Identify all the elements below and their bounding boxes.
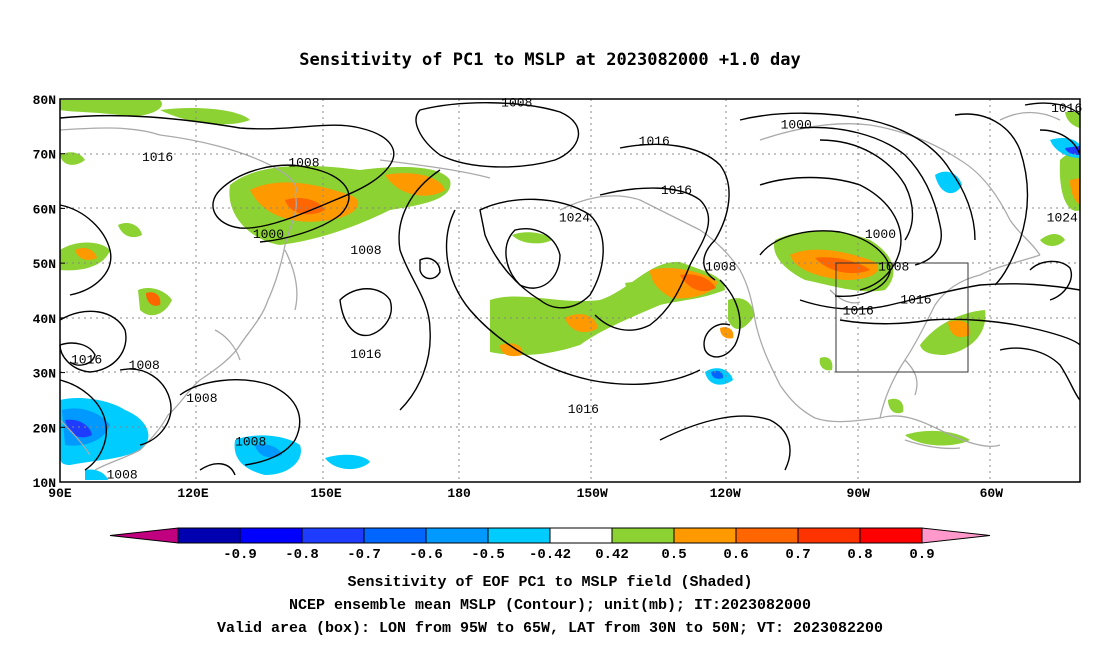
contour-label: 1016: [142, 150, 173, 165]
coastlines: [59, 111, 1061, 471]
colorbar-label: 0.6: [723, 547, 748, 563]
contour-label: 1008: [186, 391, 217, 406]
colorbar-segment: [735, 527, 799, 544]
contour-labels: 1008 1016 1000 1016 1016 1008 1016 1024 1024 1000…: [71, 95, 1082, 483]
lon-tick-label: 150W: [577, 486, 608, 501]
graticule: [60, 99, 1080, 482]
contour-label: 1000: [865, 227, 896, 242]
lon-tick-label: 60W: [980, 486, 1004, 501]
colorbar-label: -0.5: [471, 547, 505, 563]
colorbar: -0.9 -0.8 -0.7 -0.6 -0.5 -0.42 0.42 0.5 0.6 0.7 0.…: [109, 527, 991, 563]
contour-label: 1024: [1047, 210, 1078, 225]
contour-label: 1024: [559, 210, 590, 225]
contour-label: 1008: [288, 156, 319, 171]
longitude-labels: 90E 120E 150E 180 150W 120W 90W 60W: [48, 486, 1003, 501]
contour-label: 1000: [781, 117, 812, 132]
lon-tick-label: 150E: [310, 486, 341, 501]
colorbar-segment: [425, 527, 489, 544]
colorbar-segment: [673, 527, 737, 544]
map-title: Sensitivity of PC1 to MSLP at 2023082000…: [299, 50, 801, 70]
contour-label: 1016: [71, 353, 102, 368]
colorbar-label: 0.7: [785, 547, 810, 563]
colorbar-label: -0.6: [409, 547, 443, 563]
contour-label: 1016: [843, 303, 874, 318]
lat-tick-label: 20N: [33, 421, 56, 436]
lon-tick-label: 120E: [177, 486, 208, 501]
lat-tick-label: 60N: [33, 202, 56, 217]
colorbar-label: -0.9: [223, 547, 257, 563]
contour-label: 1008: [705, 260, 736, 275]
colorbar-label: -0.42: [529, 547, 571, 563]
lon-tick-label: 90W: [847, 486, 871, 501]
colorbar-label: 0.9: [909, 547, 934, 563]
colorbar-segment: [177, 527, 241, 544]
lon-tick-label: 90E: [48, 486, 72, 501]
contour-label: 1016: [568, 402, 599, 417]
map-panel: [59, 98, 1081, 483]
caption-line-1: Sensitivity of EOF PC1 to MSLP field (Sh…: [347, 574, 753, 591]
contour-label: 1008: [129, 358, 160, 373]
contour-label: 1016: [1051, 101, 1082, 116]
valid-area-box: [835, 262, 969, 373]
colorbar-label: 0.8: [847, 547, 872, 563]
contour-label: 1008: [501, 95, 532, 110]
colorbar-segment: [549, 527, 613, 544]
contour-label: 1016: [661, 183, 692, 198]
mslp-contours: [59, 102, 1081, 476]
contour-label: 1000: [253, 227, 284, 242]
colorbar-segment: [239, 527, 303, 544]
lat-tick-label: 70N: [33, 148, 56, 163]
colorbar-segment: [859, 527, 923, 544]
colorbar-segment: [487, 527, 551, 544]
colorbar-high-triangle: [921, 527, 991, 544]
colorbar-low-triangle: [109, 527, 179, 544]
contour-label: 1016: [639, 134, 670, 149]
colorbar-segment: [611, 527, 675, 544]
colorbar-label: 0.5: [661, 547, 686, 563]
lat-tick-label: 10N: [33, 476, 56, 491]
colorbar-label: -0.7: [347, 547, 381, 563]
lat-tick-label: 80N: [33, 93, 56, 108]
colorbar-label: -0.8: [285, 547, 319, 563]
lat-tick-label: 50N: [33, 257, 56, 272]
colorbar-label: 0.42: [595, 547, 629, 563]
colorbar-segment: [363, 527, 427, 544]
latitude-labels: 80N 70N 60N 50N 40N 30N 20N 10N: [33, 93, 65, 491]
colorbar-segment: [301, 527, 365, 544]
contour-label: 1008: [235, 435, 266, 450]
contour-label: 1008: [878, 260, 909, 275]
caption-line-3: Valid area (box): LON from 95W to 65W, L…: [216, 620, 884, 637]
lat-tick-label: 40N: [33, 312, 56, 327]
contour-label: 1016: [350, 347, 381, 362]
contour-label: 1016: [900, 292, 931, 307]
lat-tick-label: 30N: [33, 367, 56, 382]
colorbar-segment: [797, 527, 861, 544]
contour-label: 1008: [350, 243, 381, 258]
lon-tick-label: 180: [447, 486, 471, 501]
caption-line-2: NCEP ensemble mean MSLP (Contour); unit(…: [288, 597, 812, 614]
shaded-sensitivity: [60, 100, 1080, 480]
contour-label: 1008: [106, 468, 137, 483]
lon-tick-label: 120W: [710, 486, 741, 501]
